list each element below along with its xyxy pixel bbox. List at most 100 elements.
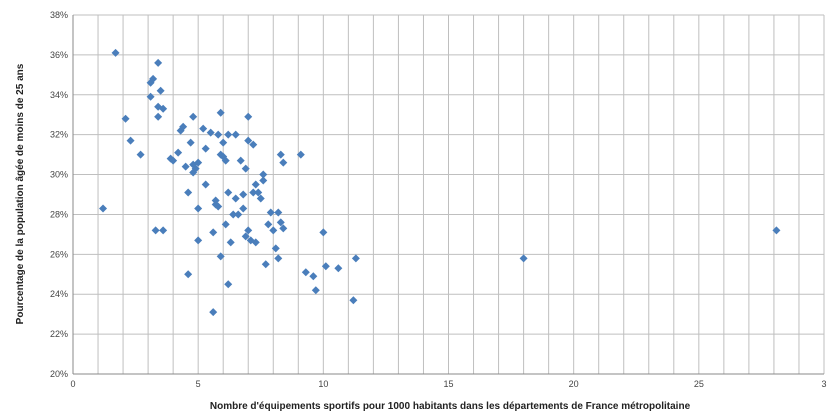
data-point — [296, 150, 305, 159]
data-point — [772, 226, 781, 235]
data-point — [301, 268, 310, 277]
data-point — [184, 188, 193, 197]
data-point — [244, 112, 253, 121]
data-point — [249, 188, 258, 197]
x-tick-label: 20 — [569, 379, 579, 389]
data-point — [236, 156, 245, 165]
data-point — [214, 130, 223, 139]
grid-lines — [73, 14, 825, 374]
tick-labels: 0 5 10 15 20 25 3 20% 22% 24% 26% 28% 30% 32% 34% 36% 38… — [50, 10, 827, 389]
y-tick-label: 36% — [50, 50, 68, 60]
data-point — [311, 286, 320, 295]
data-point — [179, 122, 188, 131]
data-point — [319, 228, 328, 237]
data-point — [334, 264, 343, 273]
y-tick-label: 26% — [50, 249, 68, 259]
data-point — [181, 162, 190, 171]
data-point — [251, 180, 260, 189]
data-point — [266, 208, 275, 217]
data-point — [224, 280, 233, 289]
data-point — [216, 108, 225, 117]
data-point — [226, 238, 235, 247]
data-point — [231, 194, 240, 203]
data-point — [189, 112, 198, 121]
y-tick-label: 38% — [50, 10, 68, 20]
data-point — [241, 232, 250, 241]
x-tick-label: 10 — [318, 379, 328, 389]
data-point — [264, 220, 273, 229]
data-point — [214, 202, 223, 211]
data-point — [229, 210, 238, 219]
data-points — [99, 48, 781, 317]
data-point — [121, 114, 130, 123]
data-point — [126, 136, 135, 145]
data-point — [146, 92, 155, 101]
data-point — [191, 164, 200, 173]
data-point — [279, 224, 288, 233]
data-point — [274, 254, 283, 263]
data-point — [186, 138, 195, 147]
data-point — [279, 158, 288, 167]
y-tick-label: 34% — [50, 90, 68, 100]
data-point — [221, 220, 230, 229]
x-tick-label: 15 — [443, 379, 453, 389]
data-point — [224, 188, 233, 197]
data-point — [254, 188, 263, 197]
data-point — [154, 58, 163, 67]
data-point — [159, 104, 168, 113]
data-point — [154, 112, 163, 121]
data-point — [231, 130, 240, 139]
data-point — [149, 74, 158, 83]
data-point — [351, 254, 360, 263]
data-point — [251, 238, 260, 247]
x-tick-label: 25 — [694, 379, 704, 389]
data-point — [151, 226, 160, 235]
data-point — [99, 204, 108, 213]
data-point — [309, 272, 318, 281]
data-point — [269, 226, 278, 235]
data-point — [239, 204, 248, 213]
data-point — [259, 176, 268, 185]
data-point — [349, 296, 358, 305]
data-point — [194, 158, 203, 167]
y-tick-label: 22% — [50, 329, 68, 339]
y-axis-title: Pourcentage de la population âgée de moi… — [15, 63, 26, 324]
data-point — [244, 226, 253, 235]
data-point — [519, 254, 528, 263]
data-point — [259, 170, 268, 179]
data-point — [219, 138, 228, 147]
data-point — [244, 136, 253, 145]
data-point — [274, 208, 283, 217]
data-point — [169, 156, 178, 165]
data-point — [209, 308, 218, 317]
data-point — [206, 128, 215, 137]
data-point — [241, 164, 250, 173]
y-tick-label: 28% — [50, 209, 68, 219]
data-point — [321, 262, 330, 271]
data-point — [261, 260, 270, 269]
data-point — [201, 144, 210, 153]
data-point — [216, 252, 225, 261]
data-point — [221, 156, 230, 165]
data-point — [159, 226, 168, 235]
data-point — [249, 140, 258, 149]
data-point — [211, 196, 220, 205]
data-point — [199, 124, 208, 133]
data-point — [194, 236, 203, 245]
x-tick-label: 5 — [196, 379, 201, 389]
data-point — [239, 190, 248, 199]
y-tick-label: 24% — [50, 289, 68, 299]
data-point — [136, 150, 145, 159]
data-point — [224, 130, 233, 139]
data-point — [174, 148, 183, 157]
data-point — [184, 270, 193, 279]
x-tick-label: 0 — [70, 379, 75, 389]
data-point — [271, 244, 280, 253]
x-axis-title: Nombre d'équipements sportifs pour 1000 … — [210, 401, 691, 412]
y-tick-label: 30% — [50, 170, 68, 180]
data-point — [111, 48, 120, 57]
data-point — [209, 228, 218, 237]
data-point — [201, 180, 210, 189]
